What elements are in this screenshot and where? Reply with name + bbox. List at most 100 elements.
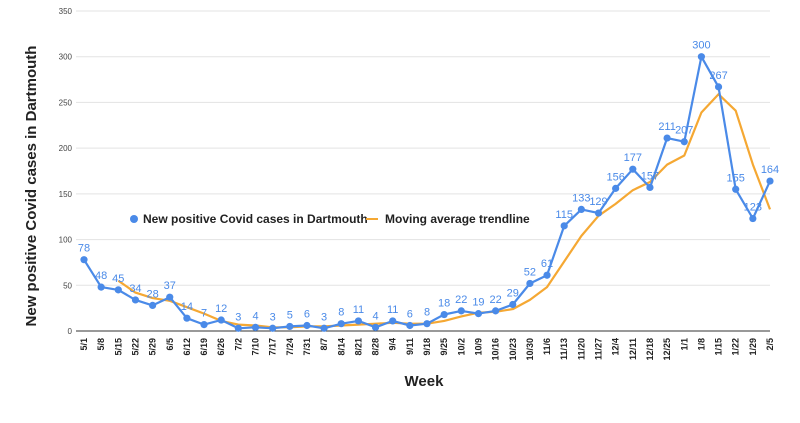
- x-tick-label: 7/17: [268, 338, 278, 356]
- data-point: [697, 53, 706, 61]
- x-tick-label: 5/8: [96, 338, 106, 351]
- x-tick-label: 11/6: [542, 338, 552, 355]
- legend-label-cases: New positive Covid cases in Dartmouth: [143, 212, 368, 226]
- data-label: 8: [338, 307, 344, 319]
- data-point: [594, 209, 603, 217]
- x-tick-label: 1/29: [748, 338, 758, 356]
- data-label: 78: [78, 243, 90, 255]
- x-tick-label: 5/1: [79, 338, 89, 351]
- data-point: [354, 317, 362, 325]
- x-tick-label: 12/18: [645, 338, 655, 361]
- x-tick-label: 8/28: [371, 338, 381, 356]
- data-point: [251, 323, 260, 331]
- data-label: 28: [146, 288, 158, 300]
- data-label: 18: [438, 298, 450, 310]
- x-tick-label: 8/14: [336, 338, 346, 356]
- data-label: 5: [287, 309, 293, 321]
- data-point: [149, 301, 157, 309]
- data-point: [526, 279, 534, 288]
- data-label: 4: [252, 310, 258, 322]
- data-point: [646, 183, 654, 192]
- y-tick-label: 100: [59, 236, 73, 245]
- data-point: [663, 134, 671, 142]
- data-point: [200, 321, 208, 329]
- data-point: [183, 314, 191, 322]
- data-label: 300: [692, 40, 710, 52]
- series-group: [80, 53, 774, 332]
- data-label: 211: [658, 121, 676, 133]
- x-tick-label: 6/12: [182, 338, 192, 356]
- x-tick-label: 1/15: [714, 338, 724, 356]
- y-tick-label: 350: [59, 7, 73, 16]
- x-tick-label: 10/16: [491, 338, 501, 361]
- data-point: [320, 324, 328, 332]
- data-label: 155: [727, 172, 745, 184]
- data-point: [543, 271, 551, 279]
- data-label: 61: [541, 258, 553, 270]
- x-tick-label: 9/25: [439, 338, 449, 356]
- x-tick-label: 7/24: [285, 338, 295, 356]
- data-label: 177: [624, 152, 642, 164]
- data-point: [406, 321, 414, 330]
- data-label: 37: [164, 280, 176, 292]
- data-point: [371, 323, 380, 331]
- data-label: 157: [641, 170, 659, 182]
- x-tick-label: 12/25: [662, 338, 672, 361]
- data-label: 34: [129, 283, 141, 295]
- x-tick-label: 10/23: [508, 338, 518, 361]
- data-label: 207: [675, 125, 693, 137]
- data-label: 133: [572, 192, 590, 204]
- data-point: [492, 307, 500, 315]
- x-tick-label: 10/9: [473, 338, 483, 356]
- data-label: 7: [201, 308, 207, 320]
- data-point: [474, 310, 483, 318]
- data-point: [577, 205, 585, 213]
- data-point: [80, 256, 88, 264]
- y-axis-title: New positive Covid cases in Dartmouth: [23, 46, 40, 327]
- x-tick-label: 9/18: [422, 338, 432, 356]
- data-point: [166, 293, 174, 301]
- data-point: [766, 177, 774, 185]
- data-point: [286, 322, 294, 331]
- data-label: 19: [472, 297, 484, 309]
- data-label: 156: [606, 171, 624, 183]
- x-tick-label: 6/19: [199, 338, 209, 356]
- data-label: 115: [555, 209, 573, 221]
- y-tick-label: 200: [59, 144, 73, 153]
- data-label: 6: [304, 309, 310, 321]
- data-label: 11: [387, 304, 398, 316]
- x-axis-ticks: 5/1 5/8 5/15 5/22 5/29 6/5 6/12 6/19 6/26 7/2 7/10…: [79, 338, 775, 361]
- x-tick-label: 7/2: [233, 338, 243, 351]
- data-point: [680, 138, 688, 146]
- x-tick-label: 5/15: [113, 338, 123, 356]
- data-label: 3: [270, 311, 276, 323]
- x-tick-label: 5/29: [148, 338, 158, 356]
- y-tick-label: 150: [59, 190, 73, 199]
- data-label: 12: [215, 303, 227, 315]
- data-point: [749, 214, 757, 223]
- y-tick-label: 50: [63, 281, 72, 290]
- data-point: [217, 316, 225, 324]
- x-tick-label: 2/5: [765, 338, 775, 351]
- data-label: 3: [235, 311, 241, 323]
- x-tick-label: 1/22: [731, 338, 741, 356]
- data-point: [337, 320, 345, 328]
- data-point: [440, 310, 448, 319]
- x-tick-label: 8/7: [319, 338, 329, 351]
- data-label: 11: [353, 304, 364, 316]
- data-point: [303, 321, 311, 330]
- data-label: 123: [744, 202, 762, 214]
- data-point: [509, 300, 517, 309]
- data-label: 164: [761, 164, 779, 176]
- data-label: 22: [455, 294, 467, 306]
- data-point: [714, 83, 723, 91]
- legend-marker-cases: [130, 215, 138, 223]
- x-tick-label: 1/1: [679, 338, 689, 351]
- data-label: 48: [95, 270, 107, 282]
- y-axis-ticks: 0 50 100 150 200 250 300 350: [59, 7, 73, 336]
- x-tick-label: 10/2: [456, 338, 466, 356]
- y-tick-label: 0: [68, 327, 73, 336]
- data-point: [732, 185, 740, 193]
- data-point: [457, 307, 465, 315]
- x-tick-label: 7/10: [251, 338, 261, 356]
